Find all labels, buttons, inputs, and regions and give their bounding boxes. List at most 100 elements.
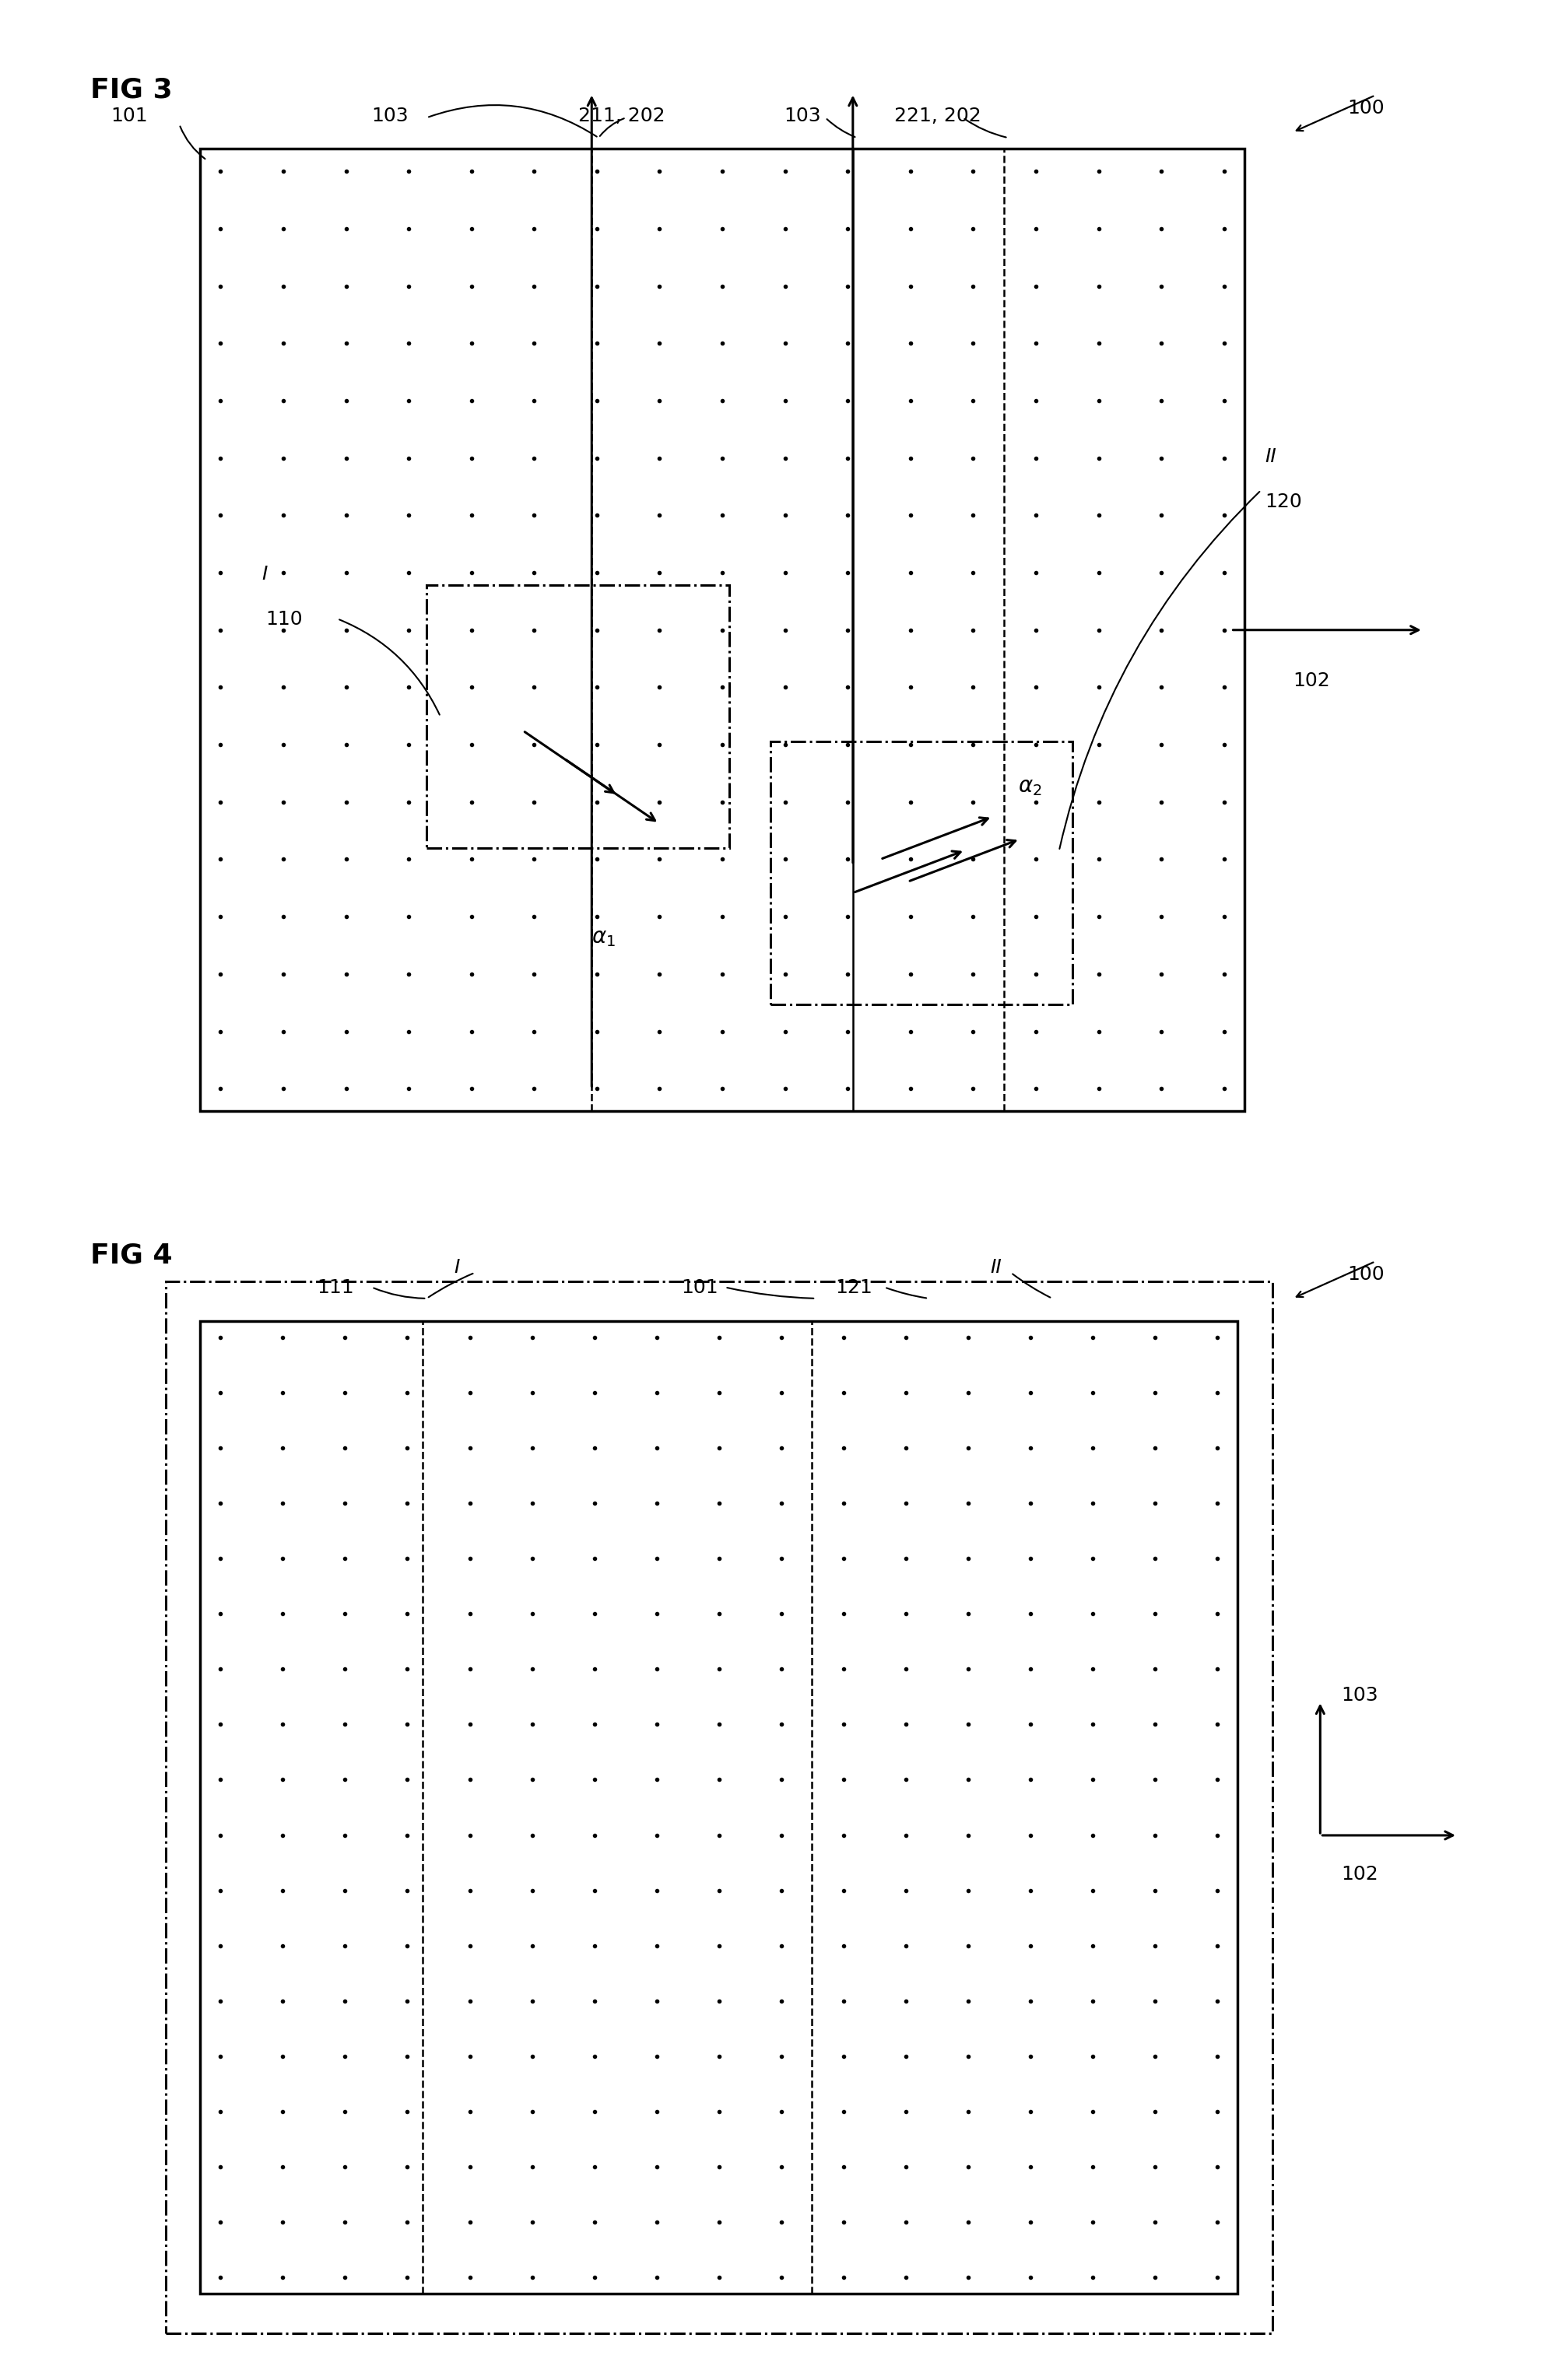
Point [709,497,734,536]
Point [459,324,484,362]
Point [644,1373,669,1411]
Point [644,2092,669,2130]
Point [1142,1761,1167,1799]
Point [459,612,484,650]
Point [1079,1761,1104,1799]
Point [709,438,734,476]
Point [208,1649,233,1687]
Point [647,267,672,305]
Point [522,1069,547,1107]
Point [1079,2037,1104,2075]
Point [333,1761,358,1799]
Point [1086,152,1111,190]
Point [208,152,233,190]
Point [1142,1925,1167,1964]
Point [961,954,986,992]
Point [270,1871,295,1909]
Point [397,438,422,476]
Point [831,1595,856,1633]
Point [208,897,233,935]
Point [208,267,233,305]
Point [831,2037,856,2075]
Point [1086,954,1111,992]
Point [898,612,923,650]
Point [773,726,798,764]
Point [773,612,798,650]
Point [395,1485,420,1523]
Point [898,783,923,821]
Point [333,1373,358,1411]
Point [1212,783,1237,821]
Point [893,1816,918,1854]
Point [1142,2092,1167,2130]
Point [893,1373,918,1411]
Point [397,1012,422,1050]
Point [270,2147,295,2185]
Point [1023,381,1048,419]
Point [836,152,861,190]
Point [1079,1983,1104,2021]
Point [769,2037,793,2075]
Text: 111: 111 [317,1278,355,1297]
Point [1204,1595,1229,1633]
Point [709,1069,734,1107]
Point [270,1540,295,1578]
Point [208,1485,233,1523]
Point [893,2259,918,2297]
Point [458,1925,483,1964]
Point [831,2147,856,2185]
Point [1204,1706,1229,1745]
Point [270,1983,295,2021]
Point [1086,267,1111,305]
Point [644,1649,669,1687]
Point [1023,324,1048,362]
Point [333,1485,358,1523]
Point [333,726,358,764]
Point [522,209,547,248]
Point [773,438,798,476]
Point [1148,897,1173,935]
Point [397,324,422,362]
Point [647,1012,672,1050]
Point [1086,555,1111,593]
Point [270,555,295,593]
Point [1142,2147,1167,2185]
Point [893,2092,918,2130]
Point [1018,2147,1043,2185]
Point [956,1983,981,2021]
Point [395,2147,420,2185]
Point [893,1925,918,1964]
Point [898,324,923,362]
Point [893,1595,918,1633]
Point [769,2259,793,2297]
Point [1212,152,1237,190]
Point [520,1540,545,1578]
Point [270,612,295,650]
Point [706,2147,731,2185]
Point [333,1540,358,1578]
Point [458,1761,483,1799]
Point [459,726,484,764]
Point [270,1373,295,1411]
Point [898,726,923,764]
Point [581,2037,606,2075]
Point [1023,954,1048,992]
Point [893,1485,918,1523]
Point [644,1428,669,1466]
Point [961,783,986,821]
Point [1018,1816,1043,1854]
Point [520,1816,545,1854]
Point [898,840,923,878]
Point [522,497,547,536]
Point [1212,497,1237,536]
Bar [200,1321,1237,2294]
Bar [200,150,1245,1111]
Point [647,840,672,878]
Point [706,1540,731,1578]
Point [956,2147,981,2185]
Point [270,897,295,935]
Point [1086,612,1111,650]
Point [644,2204,669,2242]
Point [956,1871,981,1909]
Point [706,1706,731,1745]
